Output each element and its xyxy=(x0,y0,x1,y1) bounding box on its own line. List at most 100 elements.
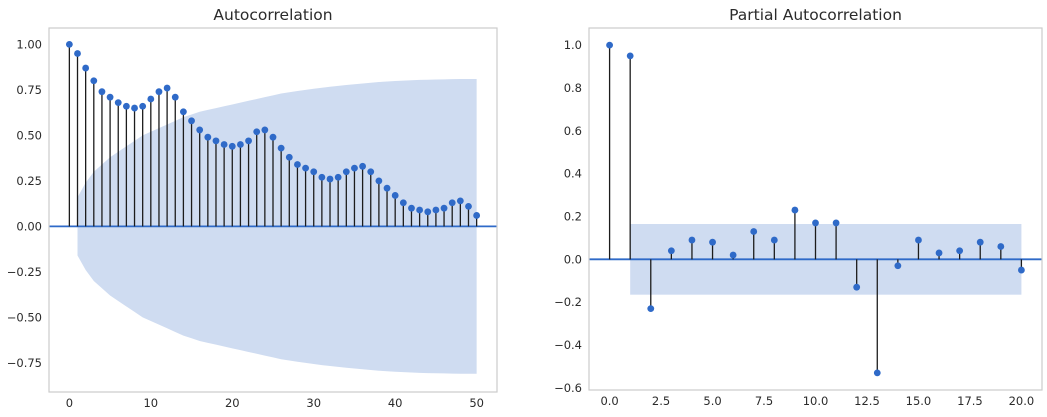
y-tick-label: 0.0 xyxy=(564,252,582,266)
x-tick-label: 20 xyxy=(225,396,240,410)
data-point-marker xyxy=(342,168,350,176)
x-tick-label: 15.0 xyxy=(906,394,932,408)
x-tick-labels: 0 10 20 30 40 50 xyxy=(66,396,484,410)
data-point-marker xyxy=(212,137,220,145)
data-point-marker xyxy=(375,177,383,185)
data-points xyxy=(65,40,481,219)
pacf-chart-plot: 1.0 0.8 0.6 0.4 0.2 0.0 −0.2 −0.4 −0.6 0.0 2.5 5.0 7… xyxy=(554,27,1043,408)
acf-chart-plot: 1.00 0.75 0.50 0.25 0.00 −0.25 −0.50 −0.75 0 10 20… xyxy=(7,27,498,410)
data-point-marker xyxy=(915,236,922,244)
data-point-marker xyxy=(424,208,432,216)
acf-chart-title: Autocorrelation xyxy=(213,6,333,24)
data-point-marker xyxy=(245,137,252,145)
plot-border xyxy=(48,27,498,393)
y-tick-label: −0.50 xyxy=(7,310,42,324)
data-point-marker xyxy=(334,173,342,181)
stem-lines xyxy=(68,44,478,227)
data-point-marker xyxy=(688,236,696,244)
data-point-marker xyxy=(408,204,415,212)
data-point-marker xyxy=(832,219,840,227)
x-tick-label: 0 xyxy=(66,396,73,410)
data-point-marker xyxy=(82,64,90,72)
x-tick-label: 50 xyxy=(469,396,484,410)
data-point-marker xyxy=(122,102,130,110)
data-point-marker xyxy=(180,108,187,116)
data-point-marker xyxy=(237,141,244,148)
data-point-marker xyxy=(90,77,98,85)
data-point-marker xyxy=(416,206,424,214)
pacf-chart-title: Partial Autocorrelation xyxy=(729,6,902,24)
x-tick-label: 0.0 xyxy=(600,394,618,408)
data-point-marker xyxy=(269,133,277,141)
data-point-marker xyxy=(812,219,819,227)
data-point-marker xyxy=(171,93,179,101)
x-tick-label: 17.5 xyxy=(957,394,983,408)
x-tick-label: 40 xyxy=(388,396,403,410)
data-point-marker xyxy=(139,102,147,110)
data-point-marker xyxy=(114,99,122,107)
data-point-marker xyxy=(935,249,943,257)
y-tick-labels: 1.00 0.75 0.50 0.25 0.00 −0.25 −0.50 −0.75 xyxy=(7,37,42,370)
data-point-marker xyxy=(956,247,964,255)
y-tick-labels: 1.0 0.8 0.6 0.4 0.2 0.0 −0.2 −0.4 −0.6 xyxy=(554,38,582,395)
data-point-marker xyxy=(155,88,163,96)
y-tick-label: 1.0 xyxy=(564,38,582,52)
data-point-marker xyxy=(853,283,861,291)
data-point-marker xyxy=(131,104,138,112)
data-point-marker xyxy=(318,173,326,181)
data-point-marker xyxy=(440,204,448,212)
data-point-marker xyxy=(204,133,212,141)
data-point-marker xyxy=(302,164,309,172)
y-tick-label: 1.00 xyxy=(16,37,42,51)
data-point-marker xyxy=(729,251,737,259)
data-point-marker xyxy=(147,95,155,103)
data-point-marker xyxy=(976,238,984,246)
data-point-marker xyxy=(456,197,464,205)
data-point-marker xyxy=(277,144,285,152)
data-point-marker xyxy=(285,153,293,161)
data-point-marker xyxy=(294,161,301,168)
acf-chart: Autocorrelation 1.00 0.75 0.50 0.25 0.00 −0.2… xyxy=(0,0,523,417)
data-point-marker xyxy=(770,236,778,244)
data-point-marker xyxy=(351,164,358,172)
x-tick-label: 7.5 xyxy=(755,394,773,408)
data-point-marker xyxy=(163,84,171,92)
data-point-marker xyxy=(791,206,799,214)
data-point-marker xyxy=(465,202,472,210)
x-tick-label: 5.0 xyxy=(703,394,721,408)
data-point-marker xyxy=(873,369,881,377)
y-tick-label: 0.25 xyxy=(16,174,42,188)
data-point-marker xyxy=(359,162,366,170)
data-point-marker xyxy=(228,142,236,150)
plot-border xyxy=(588,27,1043,391)
x-tick-label: 12.5 xyxy=(854,394,880,408)
data-point-marker xyxy=(261,126,269,134)
data-point-marker xyxy=(399,199,407,207)
data-point-marker xyxy=(326,175,334,183)
x-tick-label: 30 xyxy=(306,396,321,410)
data-point-marker xyxy=(74,50,81,57)
data-point-marker xyxy=(188,117,195,125)
y-tick-label: −0.75 xyxy=(7,356,42,370)
x-tick-label: 10 xyxy=(143,396,158,410)
data-point-marker xyxy=(98,88,106,96)
data-point-marker xyxy=(1018,266,1025,274)
stem-lines xyxy=(608,45,1023,373)
data-point-marker xyxy=(750,228,758,235)
data-point-marker xyxy=(997,243,1005,250)
data-point-marker xyxy=(106,93,114,101)
y-tick-label: 0.00 xyxy=(16,219,42,233)
data-point-marker xyxy=(432,206,440,214)
data-point-marker xyxy=(310,168,318,176)
data-point-marker xyxy=(709,238,716,246)
data-point-marker xyxy=(253,128,261,136)
y-tick-label: −0.4 xyxy=(554,338,582,352)
y-tick-label: −0.6 xyxy=(554,381,582,395)
data-points xyxy=(606,41,1025,377)
data-point-marker xyxy=(367,168,375,176)
data-point-marker xyxy=(220,141,228,148)
y-tick-label: 0.4 xyxy=(564,167,582,181)
data-point-marker xyxy=(667,247,675,255)
data-point-marker xyxy=(391,192,399,199)
